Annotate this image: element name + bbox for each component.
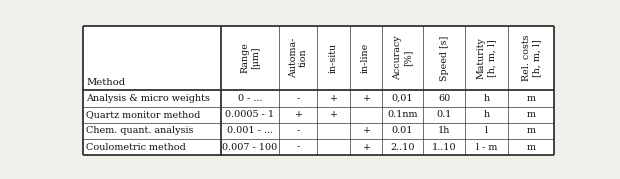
Text: Coulometric method: Coulometric method <box>86 143 186 152</box>
Text: 0.007 - 100: 0.007 - 100 <box>223 143 278 152</box>
Text: 0.01: 0.01 <box>392 126 413 135</box>
Text: Speed [s]: Speed [s] <box>440 35 449 81</box>
Text: -: - <box>297 94 300 103</box>
Text: 0,01: 0,01 <box>392 94 414 103</box>
Text: m: m <box>527 126 536 135</box>
Text: Chem. quant. analysis: Chem. quant. analysis <box>86 126 193 135</box>
Text: 1h: 1h <box>438 126 450 135</box>
Text: +: + <box>329 110 337 119</box>
Text: in-line: in-line <box>361 43 370 73</box>
Text: 0 - ...: 0 - ... <box>238 94 262 103</box>
Text: Accuracy
[%]: Accuracy [%] <box>392 36 412 80</box>
Text: l - m: l - m <box>476 143 497 152</box>
Text: 0.1nm: 0.1nm <box>388 110 418 119</box>
Text: m: m <box>527 94 536 103</box>
Text: Rel. costs
[h, m, l]: Rel. costs [h, m, l] <box>521 35 541 81</box>
Text: -: - <box>297 143 300 152</box>
Text: 0.1: 0.1 <box>436 110 452 119</box>
Text: in-situ: in-situ <box>329 43 338 73</box>
Text: +: + <box>294 110 303 119</box>
Text: 0.0005 - 1: 0.0005 - 1 <box>226 110 275 119</box>
Text: Maturity
[h, m, l]: Maturity [h, m, l] <box>477 37 497 79</box>
Text: Automa-
tion: Automa- tion <box>289 38 308 78</box>
Text: 60: 60 <box>438 94 450 103</box>
Text: +: + <box>361 143 370 152</box>
Text: Quartz monitor method: Quartz monitor method <box>86 110 200 119</box>
Text: Range
[μm]: Range [μm] <box>241 43 260 73</box>
Text: 1..10: 1..10 <box>432 143 456 152</box>
Text: Analysis & micro weights: Analysis & micro weights <box>86 94 210 103</box>
Text: 0.001 - ...: 0.001 - ... <box>227 126 273 135</box>
Text: 2..10: 2..10 <box>390 143 415 152</box>
Text: l: l <box>485 126 489 135</box>
Text: Method: Method <box>86 78 125 87</box>
Text: m: m <box>527 143 536 152</box>
Text: +: + <box>361 94 370 103</box>
Text: -: - <box>297 126 300 135</box>
Text: h: h <box>484 110 490 119</box>
Text: +: + <box>329 94 337 103</box>
Text: h: h <box>484 94 490 103</box>
Text: +: + <box>361 126 370 135</box>
Text: m: m <box>527 110 536 119</box>
